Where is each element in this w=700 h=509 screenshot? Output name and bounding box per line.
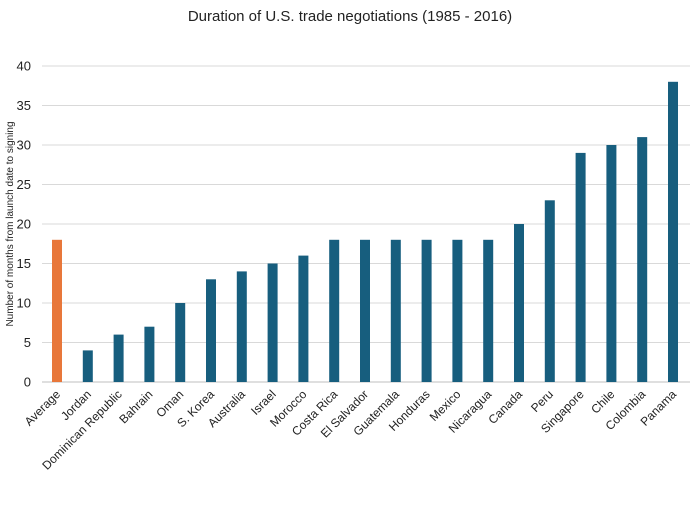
bar-israel <box>267 263 278 382</box>
y-tick-label: 25 <box>17 177 31 192</box>
bar-canada <box>514 224 524 382</box>
y-tick-label: 5 <box>24 335 31 350</box>
bar-peru <box>544 200 555 382</box>
bar-nicaragua <box>483 239 494 382</box>
x-category-label: Peru <box>528 387 556 415</box>
x-category-label: Average <box>22 387 64 429</box>
y-tick-label: 35 <box>17 98 31 113</box>
bar-honduras <box>421 239 432 382</box>
y-tick-label: 10 <box>17 296 31 311</box>
y-tick-label: 15 <box>17 256 31 271</box>
bar-colombia <box>637 137 648 382</box>
x-category-label: Canada <box>485 387 525 427</box>
x-category-label: Bahrain <box>116 387 155 426</box>
bar-panama <box>668 81 678 383</box>
bar-bahrain <box>144 326 155 382</box>
bar-jordan <box>82 350 93 382</box>
bar-mexico <box>452 239 463 382</box>
bar-costa-rica <box>329 239 340 382</box>
bar-morocco <box>298 255 309 382</box>
bars <box>52 81 678 383</box>
bar-australia <box>236 271 247 382</box>
chart-title: Duration of U.S. trade negotiations (198… <box>187 8 513 25</box>
bar-guatemala <box>390 239 401 382</box>
y-tick-label: 30 <box>17 138 31 153</box>
y-axis-title: Number of months from launch date to sig… <box>5 121 16 326</box>
y-axis-ticks: 0 5 10 15 20 25 30 35 40 <box>17 59 31 390</box>
bar-oman <box>175 303 186 382</box>
bar-s-korea <box>206 279 216 382</box>
bar-chile <box>606 145 617 382</box>
y-tick-label: 20 <box>17 217 31 232</box>
bar-dominican-republic <box>113 334 124 382</box>
bar-average <box>52 239 62 382</box>
y-tick-label: 0 <box>24 375 31 390</box>
bar-singapore <box>575 152 586 382</box>
y-tick-label: 40 <box>17 59 31 74</box>
bar-el-salvador <box>360 239 370 382</box>
